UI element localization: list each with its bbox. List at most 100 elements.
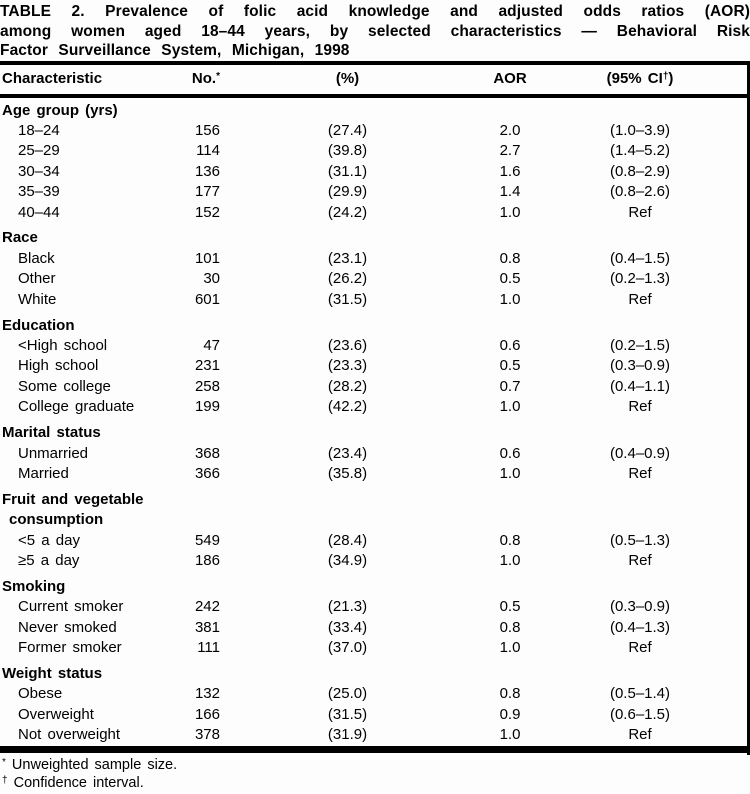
cell-aor: 0.6 [499, 336, 521, 354]
header-rule [0, 93, 750, 98]
cell-aor: 1.0 [499, 290, 521, 308]
table-right-border [747, 64, 750, 755]
cell-aor: 1.0 [499, 464, 521, 482]
cell-no: 152 [194, 203, 220, 221]
cell-pct: (31.1) [327, 162, 368, 180]
cell-no: 242 [194, 598, 220, 616]
table-row: <High school 47 (23.6) 0.6 (0.2–1.5) [0, 336, 750, 356]
cell-pct: (31.9) [327, 726, 368, 744]
table-row: Unmarried 368 (23.4) 0.6 (0.4–0.9) [0, 444, 750, 464]
cell-pct: (28.4) [327, 531, 368, 549]
cell-ci: (0.4–1.3) [609, 618, 671, 636]
cell-ci: (0.8–2.6) [609, 183, 671, 201]
table-row: White 601 (31.5) 1.0 Ref [0, 290, 750, 310]
table-row: Former smoker 111 (37.0) 1.0 Ref [0, 638, 750, 658]
cell-aor: 0.8 [499, 531, 521, 549]
cell-no: 136 [194, 162, 220, 180]
table-row: Not overweight 378 (31.9) 1.0 Ref [0, 725, 750, 745]
table-row: Current smoker 242 (21.3) 0.5 (0.3–0.9) [0, 597, 750, 617]
cell-label: 40–44 [18, 203, 60, 221]
column-header: (95% CI†) [606, 69, 674, 87]
cell-ci: Ref [628, 398, 652, 416]
table-row: Never smoked 381 (33.4) 0.8 (0.4–1.3) [0, 618, 750, 638]
cell-aor: 0.8 [499, 249, 521, 267]
cell-pct: (23.6) [327, 336, 368, 354]
table-row: <5 a day 549 (28.4) 0.8 (0.5–1.3) [0, 531, 750, 551]
cell-no: 231 [194, 357, 220, 375]
cell-label: Married [18, 464, 69, 482]
cell-aor: 0.5 [499, 270, 521, 288]
cell-no: 199 [194, 398, 220, 416]
cell-ci: (1.4–5.2) [609, 142, 671, 160]
cell-label: Overweight [18, 705, 94, 723]
cell-label: Black [18, 249, 55, 267]
cell-aor: 1.4 [499, 183, 521, 201]
cell-label: Former smoker [18, 639, 122, 657]
cell-aor: 2.0 [499, 121, 521, 139]
footnote: * Unweighted sample size. [2, 756, 178, 773]
cell-label: Current smoker [18, 598, 124, 616]
cell-ci: (0.2–1.3) [609, 270, 671, 288]
cell-no: 258 [194, 377, 220, 395]
cell-no: 186 [194, 552, 220, 570]
cell-ci: (0.4–1.5) [609, 249, 671, 267]
cell-no: 101 [194, 249, 220, 267]
table-row: ≥5 a day 186 (34.9) 1.0 Ref [0, 551, 750, 571]
cell-aor: 1.0 [499, 726, 521, 744]
cell-pct: (34.9) [327, 552, 368, 570]
cell-no: 47 [203, 336, 220, 354]
table-title-line-1: TABLE 2. Prevalence of folic acid knowle… [0, 3, 750, 20]
cell-pct: (24.2) [327, 203, 368, 221]
table-title: TABLE 2. Prevalence of folic acid knowle… [0, 0, 750, 61]
cell-pct: (23.1) [327, 249, 368, 267]
cell-pct: (28.2) [327, 377, 368, 395]
cell-pct: (29.9) [327, 183, 368, 201]
cell-ci: Ref [628, 203, 652, 221]
cell-aor: 0.8 [499, 618, 521, 636]
cell-aor: 1.0 [499, 552, 521, 570]
table-row: 25–29 114 (39.8) 2.7 (1.4–5.2) [0, 141, 750, 161]
cell-no: 601 [194, 290, 220, 308]
cell-pct: (26.2) [327, 270, 368, 288]
table-header-row: Characteristic No.* (%) AOR (95% CI†) [0, 65, 750, 94]
cell-aor: 0.8 [499, 685, 521, 703]
cell-aor: 1.6 [499, 162, 521, 180]
table-row: 30–34 136 (31.1) 1.6 (0.8–2.9) [0, 162, 750, 182]
section-header: Smoking [2, 577, 66, 595]
section-header: Fruit and vegetable [2, 490, 144, 508]
table-row: Obese 132 (25.0) 0.8 (0.5–1.4) [0, 684, 750, 704]
cell-no: 156 [194, 121, 220, 139]
cell-label: 30–34 [18, 162, 60, 180]
cell-ci: Ref [628, 464, 652, 482]
table-row: Other 30 (26.2) 0.5 (0.2–1.3) [0, 269, 750, 289]
table-row: 35–39 177 (29.9) 1.4 (0.8–2.6) [0, 182, 750, 202]
table-row: Black 101 (23.1) 0.8 (0.4–1.5) [0, 249, 750, 269]
cell-aor: 0.7 [499, 377, 521, 395]
cell-label: Never smoked [18, 618, 117, 636]
cell-pct: (37.0) [327, 639, 368, 657]
cell-aor: 1.0 [499, 203, 521, 221]
table-row: 40–44 152 (24.2) 1.0 Ref [0, 203, 750, 223]
cell-no: 111 [197, 639, 220, 657]
column-header: (%) [335, 69, 360, 87]
section-header: Race [2, 229, 38, 247]
cell-label: <5 a day [18, 531, 80, 549]
cell-ci: (0.5–1.3) [609, 531, 671, 549]
cell-no: 549 [194, 531, 220, 549]
cell-no: 114 [196, 142, 220, 160]
cell-label: College graduate [18, 398, 135, 416]
cell-label: 35–39 [18, 183, 60, 201]
cell-ci: Ref [628, 639, 652, 657]
cell-ci: (1.0–3.9) [609, 121, 671, 139]
cell-no: 166 [194, 705, 220, 723]
cell-ci: (0.5–1.4) [609, 685, 671, 703]
cell-pct: (39.8) [327, 142, 368, 160]
cell-no: 177 [194, 183, 220, 201]
bottom-rule [0, 745, 750, 753]
cell-no: 132 [194, 685, 220, 703]
cell-pct: (27.4) [327, 121, 368, 139]
cell-ci: (0.4–1.1) [609, 377, 671, 395]
cell-ci: Ref [628, 552, 652, 570]
cell-aor: 0.5 [499, 357, 521, 375]
